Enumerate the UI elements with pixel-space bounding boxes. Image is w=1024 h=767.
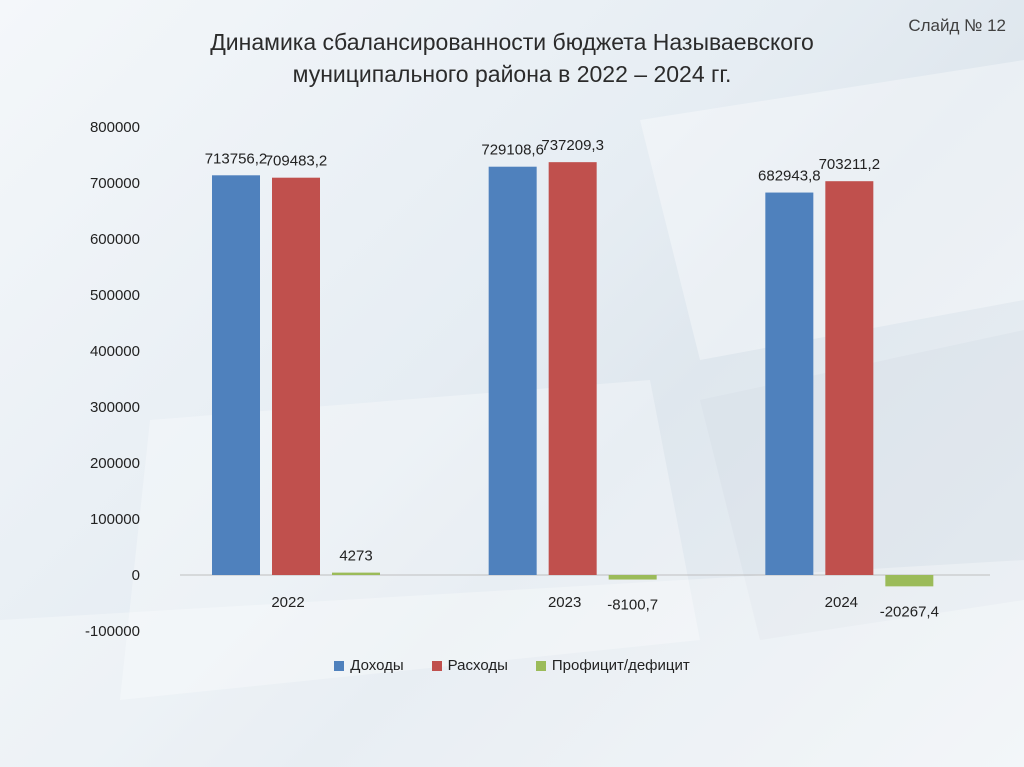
data-label: -8100,7: [607, 597, 658, 614]
legend: Доходы Расходы Профицит/дефицит: [0, 657, 1024, 674]
x-category-label: 2023: [548, 594, 581, 611]
data-label: 682943,8: [758, 168, 821, 185]
legend-item-expense: Расходы: [431, 657, 508, 674]
bar-2024-series-2: [885, 575, 934, 587]
legend-item-balance: Профицит/дефицит: [535, 657, 690, 674]
data-label: 713756,2: [205, 150, 268, 167]
bar-2024-series-1: [825, 181, 874, 575]
bar-2024-series-0: [765, 192, 814, 576]
data-label: -20267,4: [880, 603, 939, 620]
y-tick-label: 400000: [90, 343, 140, 360]
bar-2022-series-0: [212, 175, 260, 576]
legend-label-income: Доходы: [350, 657, 404, 674]
y-tick-label: -100000: [85, 623, 140, 640]
y-tick-label: 200000: [90, 455, 140, 472]
data-label: 4273: [339, 548, 372, 565]
data-label: 737209,3: [541, 137, 604, 154]
bar-2022-series-1: [272, 177, 320, 576]
y-tick-label: 0: [132, 567, 140, 584]
title-line-2: муниципального района в 2022 – 2024 гг.: [292, 61, 732, 87]
data-label: 703211,2: [819, 156, 880, 173]
legend-item-income: Доходы: [334, 657, 404, 674]
y-tick-label: 100000: [90, 511, 140, 528]
legend-swatch-balance: [535, 660, 546, 671]
legend-swatch-income: [334, 660, 345, 671]
x-category-label: 2024: [825, 594, 858, 611]
y-tick-label: 800000: [90, 119, 140, 136]
slide-number: Слайд № 12: [908, 16, 1006, 35]
bar-2023-series-2: [608, 575, 657, 580]
bar-2022-series-2: [332, 572, 380, 575]
bar-2023-series-1: [548, 162, 597, 576]
y-tick-label: 600000: [90, 231, 140, 248]
title-line-1: Динамика сбалансированности бюджета Назы…: [210, 29, 814, 55]
x-category-label: 2022: [271, 594, 304, 611]
legend-label-expense: Расходы: [447, 657, 508, 674]
y-tick-label: 500000: [90, 287, 140, 304]
data-label: 709483,2: [265, 153, 328, 170]
data-label: 729108,6: [481, 142, 544, 159]
y-tick-label: 700000: [90, 175, 140, 192]
y-tick-label: 300000: [90, 399, 140, 416]
chart-title: Динамика сбалансированности бюджета Назы…: [0, 26, 1024, 90]
legend-label-balance: Профицит/дефицит: [551, 657, 690, 674]
bar-2023-series-0: [488, 166, 537, 575]
legend-swatch-expense: [431, 660, 442, 671]
